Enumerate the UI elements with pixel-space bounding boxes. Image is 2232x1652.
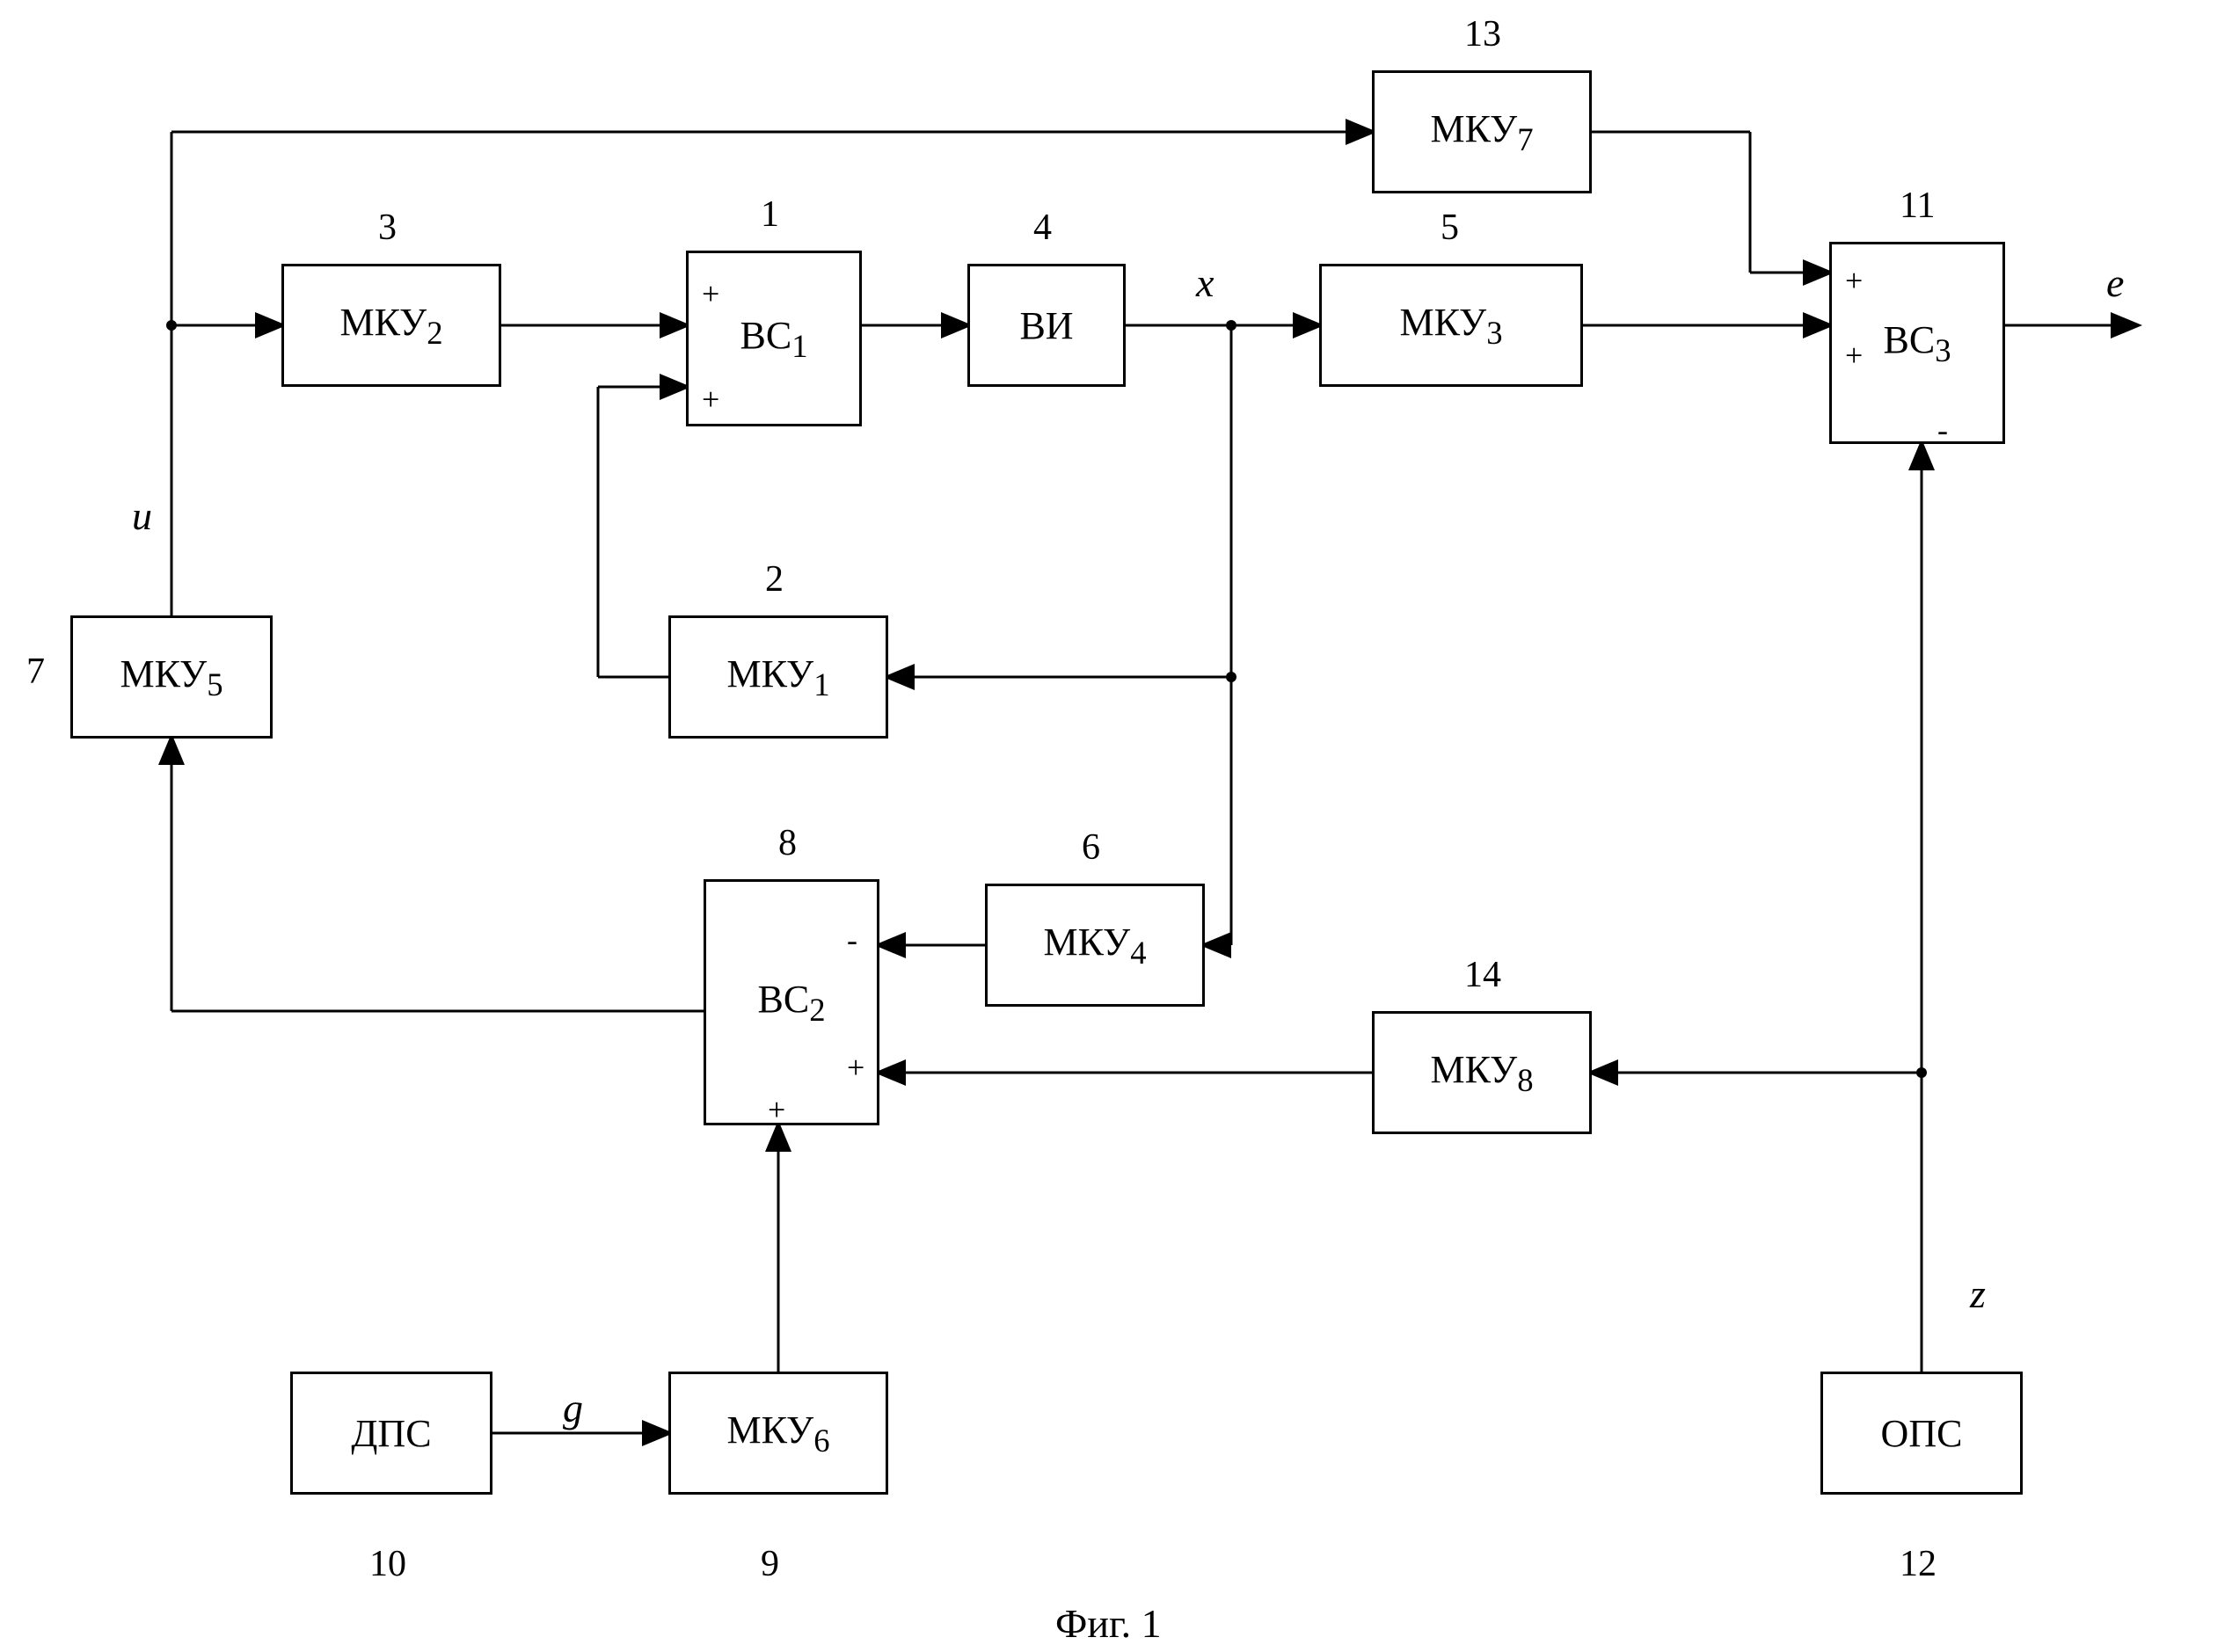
block-mku5: МКУ5 xyxy=(70,615,273,739)
block-label: МКУ6 xyxy=(726,1408,829,1459)
block-dps: ДПС xyxy=(290,1372,492,1495)
sign-minus: - xyxy=(1937,411,1948,448)
block-label: МКУ2 xyxy=(339,300,442,352)
sign-plus: + xyxy=(702,381,719,418)
block-label: МКУ3 xyxy=(1399,300,1502,352)
block-label: МКУ5 xyxy=(120,651,222,703)
block-mku2: МКУ2 xyxy=(281,264,501,387)
block-label: BC1 xyxy=(740,313,807,365)
block-mku1: МКУ1 xyxy=(668,615,888,739)
signal-u: u xyxy=(132,492,152,539)
number-7: 7 xyxy=(26,651,45,693)
block-label: ВИ xyxy=(1019,303,1073,348)
block-label: МКУ8 xyxy=(1430,1047,1533,1099)
signal-z: z xyxy=(1970,1270,1986,1317)
number-12: 12 xyxy=(1900,1543,1937,1585)
block-mku3: МКУ3 xyxy=(1319,264,1583,387)
sign-plus: + xyxy=(768,1091,785,1128)
block-mku7: МКУ7 xyxy=(1372,70,1592,193)
signal-e: e xyxy=(2106,259,2124,306)
block-vi: ВИ xyxy=(967,264,1126,387)
number-8: 8 xyxy=(778,822,797,864)
sign-plus: + xyxy=(1845,337,1863,374)
number-11: 11 xyxy=(1900,185,1935,227)
block-ops: ОПС xyxy=(1820,1372,2023,1495)
number-5: 5 xyxy=(1441,207,1459,249)
block-mku4: МКУ4 xyxy=(985,884,1205,1007)
sign-plus: + xyxy=(702,275,719,312)
sign-minus: - xyxy=(847,921,857,958)
block-bc2: BC2 - + + xyxy=(704,879,879,1125)
block-label: МКУ7 xyxy=(1430,106,1533,158)
block-label: ОПС xyxy=(1881,1411,1963,1456)
number-13: 13 xyxy=(1464,13,1501,55)
block-diagram: BC1 + + МКУ1 МКУ2 ВИ МКУ3 МКУ4 МКУ5 BC2 … xyxy=(0,0,2232,1652)
number-6: 6 xyxy=(1082,826,1100,869)
block-label: ДПС xyxy=(351,1411,431,1456)
block-label: МКУ1 xyxy=(726,651,829,703)
signal-g: g xyxy=(563,1385,583,1431)
number-2: 2 xyxy=(765,558,784,600)
number-1: 1 xyxy=(761,193,779,236)
sign-plus: + xyxy=(847,1049,864,1086)
figure-caption: Фиг. 1 xyxy=(1055,1600,1162,1647)
number-14: 14 xyxy=(1464,954,1501,996)
block-mku6: МКУ6 xyxy=(668,1372,888,1495)
signal-x: x xyxy=(1196,259,1214,306)
number-10: 10 xyxy=(369,1543,406,1585)
block-bc3: BC3 + + - xyxy=(1829,242,2005,444)
block-label: BC2 xyxy=(757,977,825,1029)
block-label: МКУ4 xyxy=(1043,920,1146,972)
block-label: BC3 xyxy=(1883,317,1951,369)
sign-plus: + xyxy=(1845,262,1863,299)
number-3: 3 xyxy=(378,207,397,249)
number-9: 9 xyxy=(761,1543,779,1585)
block-mku8: МКУ8 xyxy=(1372,1011,1592,1134)
number-4: 4 xyxy=(1033,207,1052,249)
block-bc1: BC1 + + xyxy=(686,251,862,426)
